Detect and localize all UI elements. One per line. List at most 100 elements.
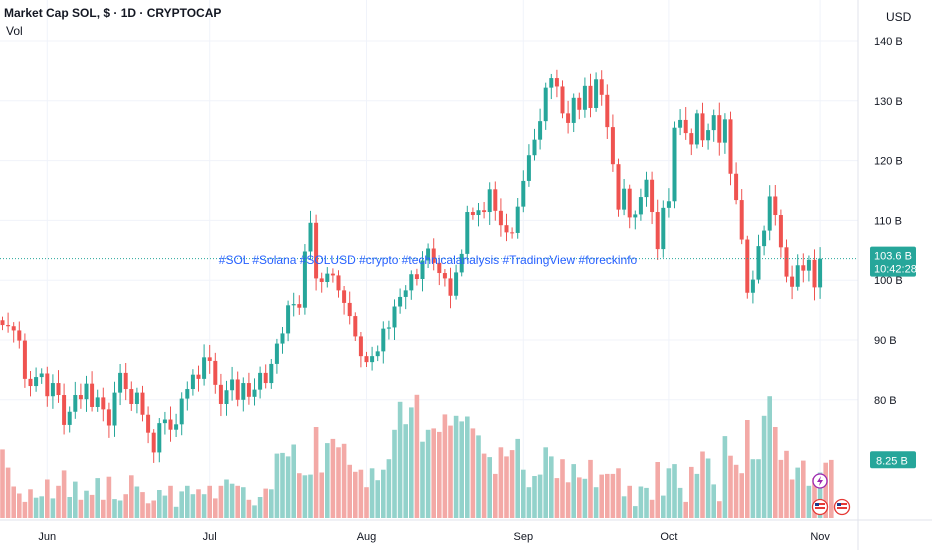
volume-bar <box>560 459 565 518</box>
overlay-layer: #SOL #Solana #SOLUSD #crypto #technicala… <box>0 253 858 516</box>
volume-bar <box>403 424 408 518</box>
volume-bar <box>224 479 229 518</box>
candle-body <box>454 272 459 296</box>
candle-body <box>605 94 610 128</box>
x-tick-label: Jun <box>38 531 56 543</box>
currency-label[interactable]: USD <box>886 10 912 24</box>
candle-body <box>235 379 240 400</box>
volume-bar <box>341 443 347 518</box>
volume-bar <box>728 455 733 518</box>
volume-bars <box>0 394 834 518</box>
volume-bar <box>705 458 711 518</box>
volume-bar <box>795 467 800 518</box>
candle-body <box>151 432 156 453</box>
candle-body <box>622 188 627 210</box>
candle-body <box>11 326 16 331</box>
candle-body <box>543 87 548 122</box>
candle-body <box>45 373 50 397</box>
us-flag-icon-canton <box>815 503 819 506</box>
candle-body <box>734 173 739 201</box>
candle-body <box>661 207 666 250</box>
candle-body <box>470 212 475 216</box>
volume-indicator-label[interactable]: Vol <box>6 24 23 38</box>
volume-bar <box>414 394 420 518</box>
candle-body <box>487 189 492 213</box>
volume-bar <box>5 467 11 518</box>
candle-body <box>414 274 419 280</box>
candle-body <box>106 409 111 426</box>
volume-bar <box>465 416 470 518</box>
volume-bar <box>756 459 761 518</box>
volume-bar <box>655 462 660 518</box>
volume-bar <box>638 486 644 518</box>
candle-body <box>627 188 632 218</box>
candle-body <box>297 304 302 308</box>
volume-bar <box>789 479 795 518</box>
candle-body <box>185 389 190 399</box>
candle-body <box>157 423 162 453</box>
candle-body <box>358 336 363 357</box>
volume-bar <box>235 485 240 518</box>
volume-bar <box>50 498 56 518</box>
candle-body <box>123 372 128 390</box>
volume-bar <box>246 499 252 518</box>
volume-bar <box>308 474 313 518</box>
candle-body <box>482 210 487 213</box>
candle-body <box>554 78 559 87</box>
volume-bar <box>313 427 319 518</box>
volume-bar <box>425 429 431 518</box>
candle-body <box>644 179 649 198</box>
us-flag-event-icon <box>833 498 851 516</box>
volume-bar <box>123 494 128 518</box>
time-axis[interactable]: Jun Jul Aug Sep Oct Nov <box>38 531 830 543</box>
volume-bar <box>448 425 453 518</box>
candle-body <box>291 304 296 306</box>
flash-event-icon <box>812 473 828 489</box>
candle-body <box>146 414 151 433</box>
candle-body <box>549 78 554 88</box>
volume-bar <box>817 472 823 518</box>
volume-bar <box>285 456 291 518</box>
volume-bar <box>375 480 380 518</box>
volume-bar <box>683 501 688 518</box>
candle-body <box>437 262 442 274</box>
volume-bar <box>431 428 436 518</box>
candle-body <box>694 113 699 145</box>
volume-bar <box>733 464 739 518</box>
candle-body <box>190 374 195 390</box>
candle-body <box>594 79 599 108</box>
candle-body <box>683 119 688 134</box>
volume-bar <box>112 499 117 518</box>
volume-bar <box>274 453 280 518</box>
candle-body <box>62 395 67 425</box>
volume-bar <box>610 473 616 518</box>
volume-bar <box>605 473 610 518</box>
candle-body <box>739 200 744 240</box>
volume-bar <box>717 501 722 518</box>
volume-bar <box>364 487 369 518</box>
candle-body <box>286 305 291 334</box>
candle-body <box>599 79 604 95</box>
candle-body <box>431 248 436 263</box>
candle-body <box>672 127 677 202</box>
volume-bar <box>761 415 767 518</box>
candle-body <box>476 210 481 216</box>
price-axis[interactable]: 140 B 130 B 120 B 110 B 100 B 90 B 80 B 103.6 B… <box>870 36 917 469</box>
candle-body <box>448 278 453 296</box>
volume-bar <box>17 493 22 518</box>
candle-body <box>73 395 78 412</box>
candle-body <box>241 383 246 400</box>
chart-title: Market Cap SOL, $ · 1D · CRYPTOCAP <box>4 6 222 20</box>
candle-body <box>700 113 705 141</box>
last-volume-value: 8.25 B <box>876 455 908 467</box>
candle-body <box>252 389 257 397</box>
us-flag-icon-stripe <box>837 507 847 509</box>
volume-bar <box>56 485 61 518</box>
candle-body <box>818 258 823 288</box>
volume-bar <box>498 447 504 518</box>
volume-bar <box>229 483 235 518</box>
candle-body <box>666 201 671 208</box>
candle-body <box>325 273 330 282</box>
